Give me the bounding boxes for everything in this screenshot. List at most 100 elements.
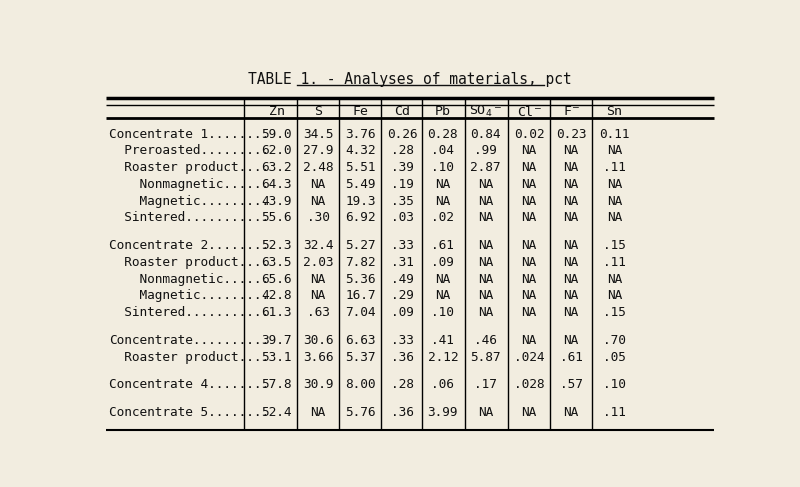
Text: 27.9: 27.9 [303, 145, 334, 157]
Text: 2.03: 2.03 [303, 256, 334, 269]
Text: 0.02: 0.02 [514, 128, 544, 141]
Text: .024: .024 [514, 351, 544, 363]
Text: NA: NA [478, 273, 494, 285]
Text: 5.87: 5.87 [470, 351, 501, 363]
Text: 6.63: 6.63 [345, 334, 376, 347]
Text: 4.32: 4.32 [345, 145, 376, 157]
Text: 57.8: 57.8 [262, 378, 292, 392]
Text: TABLE 1. - Analyses of materials, pct: TABLE 1. - Analyses of materials, pct [248, 72, 572, 87]
Text: NA: NA [478, 194, 494, 207]
Text: NA: NA [310, 194, 326, 207]
Text: NA: NA [435, 194, 450, 207]
Text: NA: NA [607, 273, 622, 285]
Text: 0.23: 0.23 [556, 128, 586, 141]
Text: NA: NA [522, 145, 537, 157]
Text: SO$_4$$^=$: SO$_4$$^=$ [469, 104, 502, 119]
Text: S: S [314, 105, 322, 118]
Text: .15: .15 [603, 239, 626, 252]
Text: 16.7: 16.7 [345, 289, 376, 302]
Text: NA: NA [607, 289, 622, 302]
Text: 52.4: 52.4 [262, 406, 292, 419]
Text: 61.3: 61.3 [262, 306, 292, 319]
Text: Concentrate 1........: Concentrate 1........ [110, 128, 270, 141]
Text: 52.3: 52.3 [262, 239, 292, 252]
Text: 5.49: 5.49 [345, 178, 376, 191]
Text: 39.7: 39.7 [262, 334, 292, 347]
Text: 7.04: 7.04 [345, 306, 376, 319]
Text: NA: NA [435, 178, 450, 191]
Text: .57: .57 [560, 378, 582, 392]
Text: .31: .31 [391, 256, 414, 269]
Text: 63.2: 63.2 [262, 161, 292, 174]
Text: NA: NA [310, 178, 326, 191]
Text: .49: .49 [391, 273, 414, 285]
Text: .28: .28 [391, 378, 414, 392]
Text: .33: .33 [391, 239, 414, 252]
Text: 55.6: 55.6 [262, 211, 292, 224]
Text: 62.0: 62.0 [262, 145, 292, 157]
Text: 32.4: 32.4 [303, 239, 334, 252]
Text: .29: .29 [391, 289, 414, 302]
Text: NA: NA [563, 211, 579, 224]
Text: NA: NA [310, 406, 326, 419]
Text: NA: NA [563, 306, 579, 319]
Text: 2.87: 2.87 [470, 161, 501, 174]
Text: NA: NA [478, 289, 494, 302]
Text: 65.6: 65.6 [262, 273, 292, 285]
Text: .33: .33 [391, 334, 414, 347]
Text: Nonmagnetic......: Nonmagnetic...... [110, 273, 270, 285]
Text: 3.76: 3.76 [345, 128, 376, 141]
Text: NA: NA [310, 289, 326, 302]
Text: 19.3: 19.3 [345, 194, 376, 207]
Text: NA: NA [478, 178, 494, 191]
Text: .11: .11 [603, 406, 626, 419]
Text: 30.9: 30.9 [303, 378, 334, 392]
Text: 5.27: 5.27 [345, 239, 376, 252]
Text: 5.51: 5.51 [345, 161, 376, 174]
Text: .028: .028 [514, 378, 544, 392]
Text: .09: .09 [391, 306, 414, 319]
Text: .41: .41 [431, 334, 454, 347]
Text: NA: NA [563, 161, 579, 174]
Text: NA: NA [522, 289, 537, 302]
Text: .02: .02 [431, 211, 454, 224]
Text: Magnetic.........: Magnetic......... [110, 194, 270, 207]
Text: NA: NA [563, 273, 579, 285]
Text: Concentrate 5........: Concentrate 5........ [110, 406, 270, 419]
Text: Sintered...........: Sintered........... [110, 306, 270, 319]
Text: .99: .99 [474, 145, 497, 157]
Text: .61: .61 [431, 239, 454, 252]
Text: Pb: Pb [435, 105, 451, 118]
Text: Zn: Zn [269, 105, 285, 118]
Text: 7.82: 7.82 [345, 256, 376, 269]
Text: 59.0: 59.0 [262, 128, 292, 141]
Text: .10: .10 [603, 378, 626, 392]
Text: NA: NA [478, 239, 494, 252]
Text: NA: NA [607, 178, 622, 191]
Text: .30: .30 [307, 211, 330, 224]
Text: 8.00: 8.00 [345, 378, 376, 392]
Text: 5.37: 5.37 [345, 351, 376, 363]
Text: .61: .61 [560, 351, 582, 363]
Text: .11: .11 [603, 161, 626, 174]
Text: Preroasted.........: Preroasted......... [110, 145, 270, 157]
Text: NA: NA [563, 194, 579, 207]
Text: .04: .04 [431, 145, 454, 157]
Text: NA: NA [522, 178, 537, 191]
Text: 64.3: 64.3 [262, 178, 292, 191]
Text: NA: NA [435, 289, 450, 302]
Text: NA: NA [522, 194, 537, 207]
Text: NA: NA [522, 406, 537, 419]
Text: Cl$^{-}$: Cl$^{-}$ [517, 105, 542, 119]
Text: 0.28: 0.28 [428, 128, 458, 141]
Text: 0.11: 0.11 [599, 128, 630, 141]
Text: 2.48: 2.48 [303, 161, 334, 174]
Text: NA: NA [563, 145, 579, 157]
Text: 42.8: 42.8 [262, 289, 292, 302]
Text: NA: NA [522, 211, 537, 224]
Text: .05: .05 [603, 351, 626, 363]
Text: NA: NA [563, 406, 579, 419]
Text: NA: NA [607, 194, 622, 207]
Text: F$^{-}$: F$^{-}$ [562, 105, 580, 118]
Text: NA: NA [522, 256, 537, 269]
